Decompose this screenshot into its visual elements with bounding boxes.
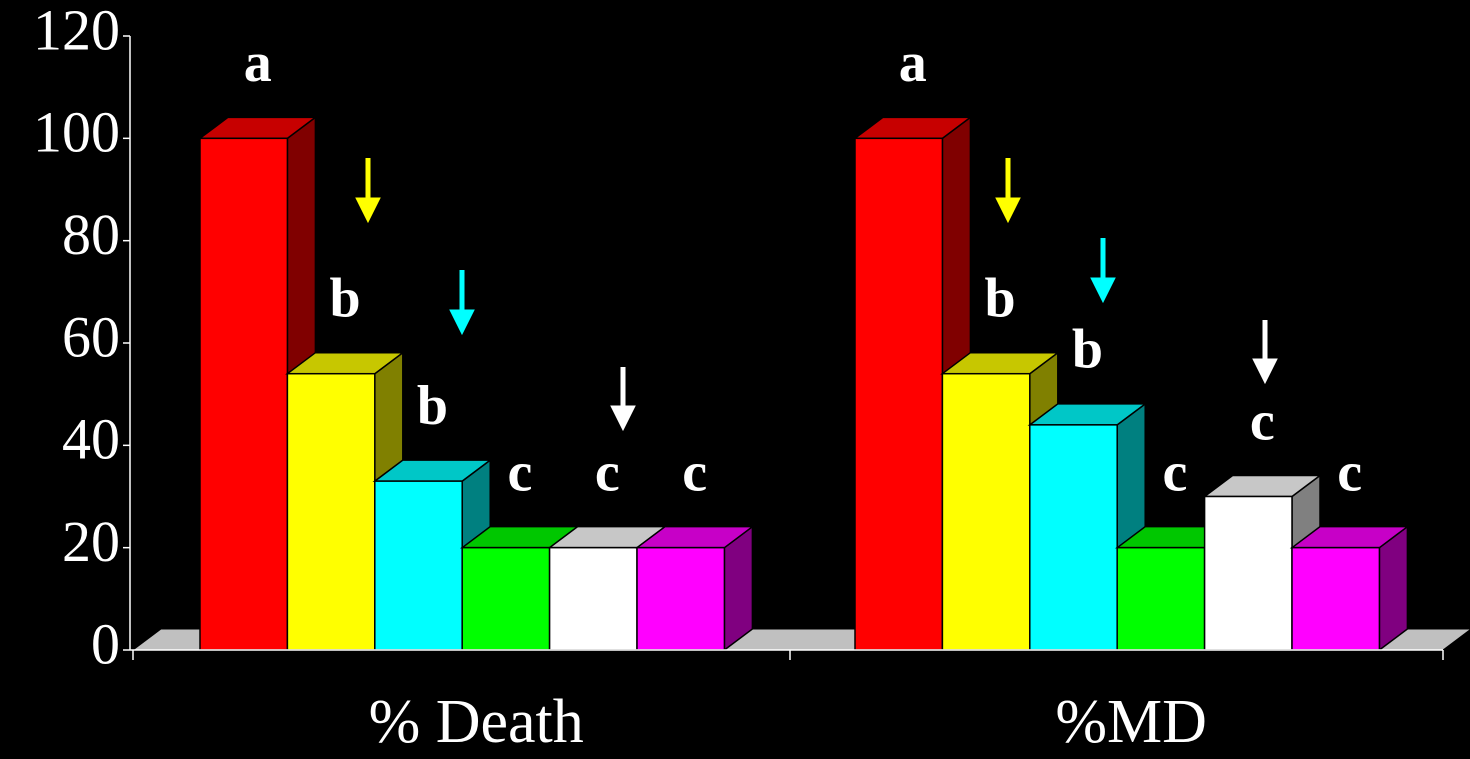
data-annotation: c xyxy=(595,442,620,504)
y-tick-label: 40 xyxy=(62,407,120,472)
data-annotation: b xyxy=(985,268,1016,330)
plot-area xyxy=(197,115,1410,652)
data-annotation: b xyxy=(330,268,361,330)
data-annotation: c xyxy=(1250,390,1275,452)
arrow xyxy=(610,320,1278,432)
bar xyxy=(636,546,726,651)
bar xyxy=(1116,546,1206,651)
y-tick-label: 120 xyxy=(33,0,120,62)
arrow xyxy=(355,158,1021,224)
data-annotation: c xyxy=(1337,442,1362,504)
bar xyxy=(941,372,1031,651)
data-annotation: c xyxy=(682,442,707,504)
bar xyxy=(199,137,289,651)
data-annotation: b xyxy=(417,375,448,437)
y-tick-label: 0 xyxy=(91,611,120,676)
y-tick-label: 60 xyxy=(62,304,120,369)
data-annotation: a xyxy=(899,32,927,94)
bar xyxy=(854,137,944,651)
bar xyxy=(374,480,463,651)
x-tick-label: %MD xyxy=(1055,688,1207,756)
data-annotation: c xyxy=(507,442,532,504)
bar xyxy=(1029,424,1118,651)
y-tick-label: 80 xyxy=(62,202,120,267)
bar xyxy=(1203,495,1293,651)
bar xyxy=(286,372,376,651)
data-annotation: b xyxy=(1072,319,1103,381)
y-tick-label: 20 xyxy=(62,509,120,574)
data-annotation: a xyxy=(244,32,272,94)
bar xyxy=(1291,546,1381,651)
x-tick-label: % Death xyxy=(369,688,584,756)
bar xyxy=(548,546,638,651)
bar xyxy=(461,546,551,651)
data-annotation: c xyxy=(1162,442,1187,504)
y-tick-label: 100 xyxy=(33,100,120,165)
arrows xyxy=(355,158,1278,432)
arrow xyxy=(449,238,1116,336)
